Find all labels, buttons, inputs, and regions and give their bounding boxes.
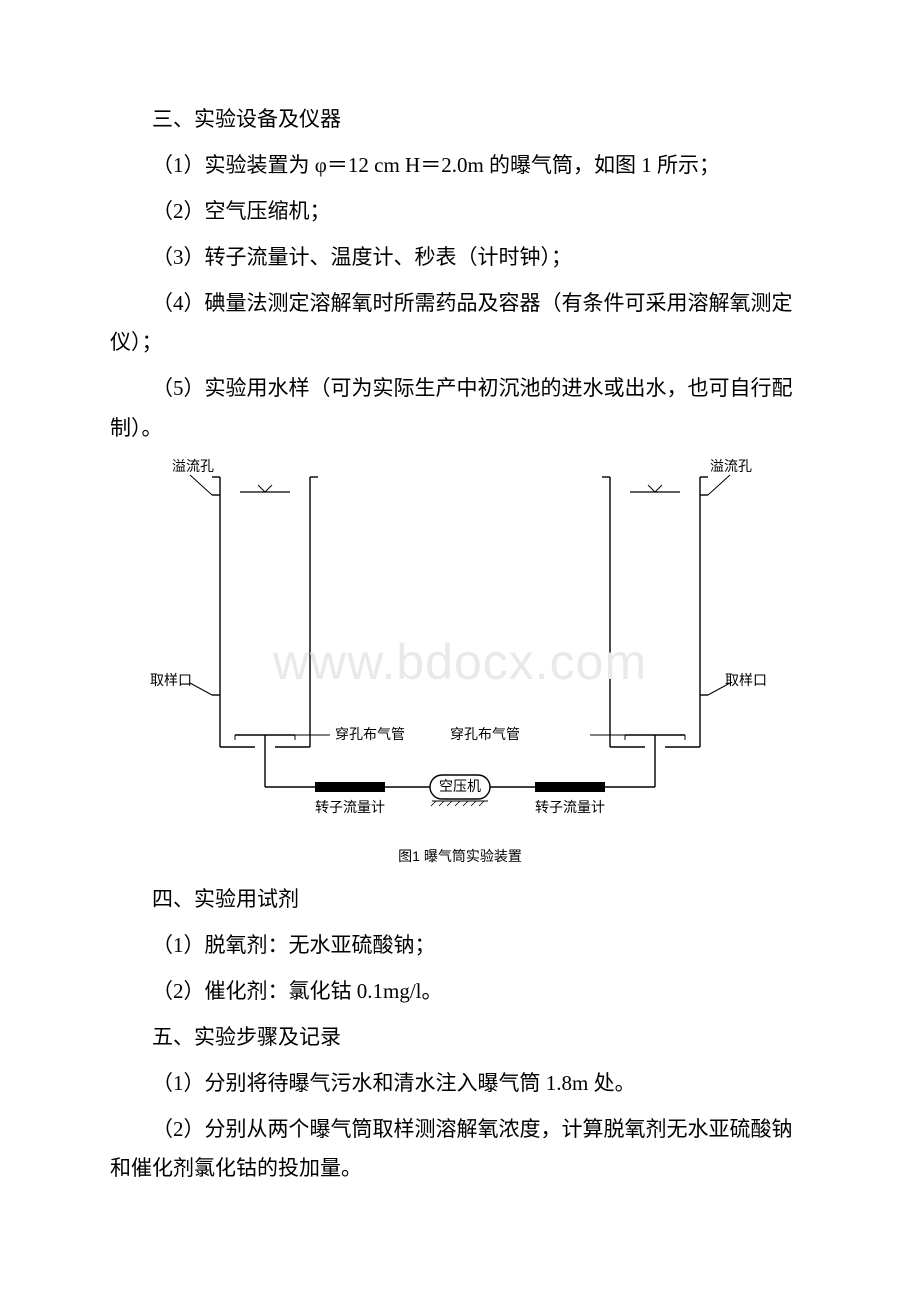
section-3-title: 三、实验设备及仪器 bbox=[110, 100, 810, 140]
overflow-right-label: 溢流孔 bbox=[710, 458, 752, 474]
s3-item-1: （1）实验装置为 φ＝12 cm H＝2.0m 的曝气筒，如图 1 所示； bbox=[110, 146, 810, 186]
s5-item-2: （2）分别从两个曝气筒取样测溶解氧浓度，计算脱氧剂无水亚硫酸钠和催化剂氯化钴的投… bbox=[110, 1110, 810, 1190]
pipe-right-label: 穿孔布气管 bbox=[450, 726, 520, 742]
s4-item-1: （1）脱氧剂：无水亚硫酸钠； bbox=[110, 926, 810, 966]
left-tube bbox=[212, 477, 318, 787]
s3-item-5: （5）实验用水样（可为实际生产中初沉池的进水或出水，也可自行配制）。 bbox=[110, 369, 810, 449]
s3-item-4: （4）碘量法测定溶解氧时所需药品及容器（有条件可采用溶解氧测定仪）； bbox=[110, 284, 810, 364]
sample-right-label: 取样口 bbox=[725, 672, 767, 688]
right-tube bbox=[602, 477, 708, 787]
s5-item-1: （1）分别将待曝气污水和清水注入曝气筒 1.8m 处。 bbox=[110, 1064, 810, 1104]
diagram-caption: 图1 曝气筒实验装置 bbox=[140, 846, 780, 866]
leaders bbox=[190, 475, 730, 735]
flow-left-label: 转子流量计 bbox=[315, 799, 385, 815]
overflow-left-label: 溢流孔 bbox=[172, 458, 214, 474]
flow-right-label: 转子流量计 bbox=[535, 799, 605, 815]
s3-item-2: （2）空气压缩机； bbox=[110, 192, 810, 232]
pipe-left-label: 穿孔布气管 bbox=[335, 726, 405, 742]
aeration-diagram: 空压机 溢流孔 溢流孔 取样 bbox=[140, 457, 780, 837]
section-4-title: 四、实验用试剂 bbox=[110, 880, 810, 920]
s3-item-3: （3）转子流量计、温度计、秒表（计时钟）； bbox=[110, 238, 810, 278]
diagram-container: www.bdocx.com bbox=[140, 457, 780, 866]
s4-item-2: （2）催化剂：氯化钴 0.1mg/l。 bbox=[110, 972, 810, 1012]
section-5-title: 五、实验步骤及记录 bbox=[110, 1018, 810, 1058]
sample-left-label: 取样口 bbox=[150, 672, 192, 688]
compressor-label: 空压机 bbox=[439, 778, 481, 794]
